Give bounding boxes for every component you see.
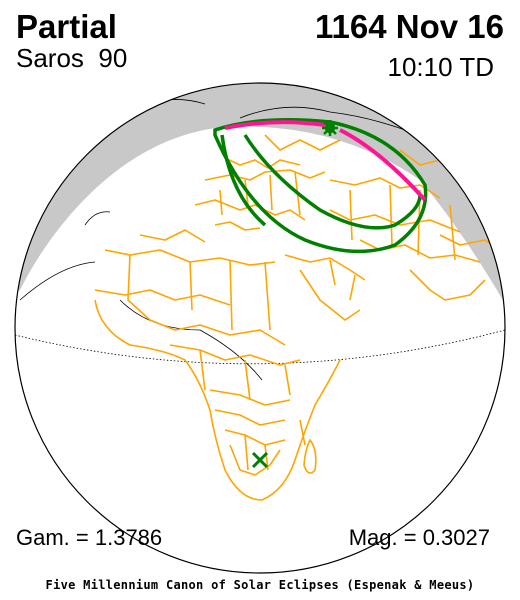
eclipse-date: 1164 Nov 16 [315,8,504,45]
globe-outline [14,82,506,574]
subsolar-point-marker [251,451,269,469]
credit-line: Five Millennium Canon of Solar Eclipses … [45,578,475,592]
penumbra-limit-outer [213,118,428,254]
penumbra-limit-inner [243,134,422,230]
night-shade [15,83,505,330]
greatest-eclipse-marker [322,120,338,136]
eclipse-time: 10:10 TD [387,52,494,82]
madagascar-outline [303,438,317,474]
gamma-value: Gam. = 1.3786 [16,525,163,550]
saros-label: Saros 90 [16,43,128,73]
magnitude-value: Mag. = 0.3027 [348,525,490,550]
penumbra-limit-left [220,134,267,227]
globe-disk [15,83,505,573]
eclipse-type-title: Partial [16,8,117,45]
max-eclipse-line [224,120,427,202]
